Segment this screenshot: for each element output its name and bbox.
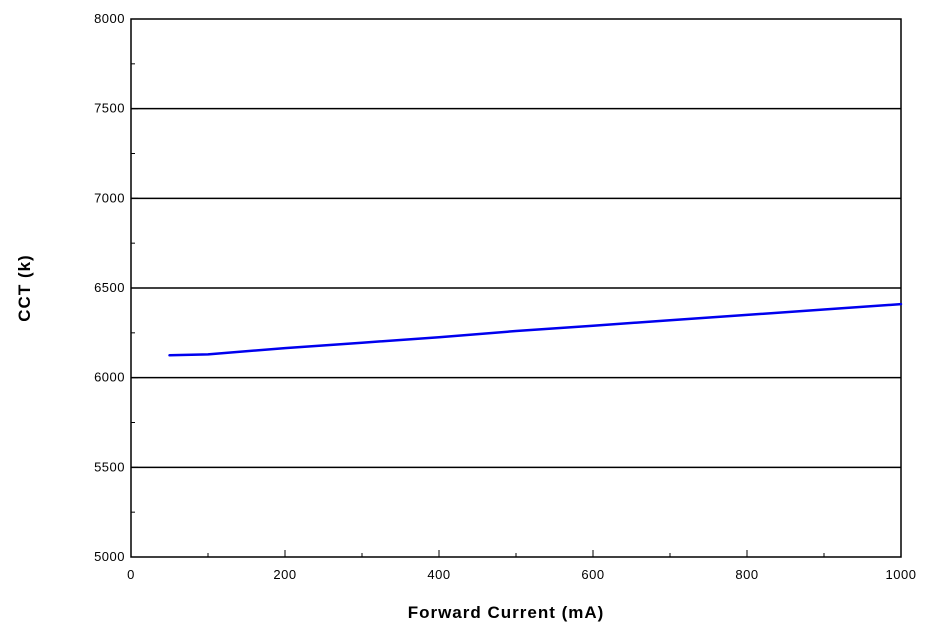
y-tick-label: 8000 (94, 11, 125, 26)
axis-ticks (130, 18, 902, 558)
y-axis-title: CCT (k) (15, 254, 34, 321)
y-tick-label: 6000 (94, 370, 125, 385)
x-tick-label: 400 (427, 567, 450, 582)
y-tick-label: 7500 (94, 101, 125, 116)
series-line-0 (168, 302, 903, 357)
y-tick-label: 6500 (94, 280, 125, 295)
x-tick-label: 600 (581, 567, 604, 582)
x-tick-label: 800 (735, 567, 758, 582)
series-lines (168, 302, 903, 357)
y-tick-label: 5000 (94, 549, 125, 564)
y-tick-label: 5500 (94, 459, 125, 474)
x-axis-title: Forward Current (mA) (408, 603, 605, 622)
x-tick-label: 1000 (886, 567, 917, 582)
x-tick-label: 200 (273, 567, 296, 582)
y-tick-label: 7000 (94, 190, 125, 205)
gridlines (131, 107, 901, 469)
tick-labels: 5000 5500 6000 6500 7000 7500 8000 0 200 400 600 80… (94, 11, 916, 582)
x-tick-label: 0 (127, 567, 135, 582)
